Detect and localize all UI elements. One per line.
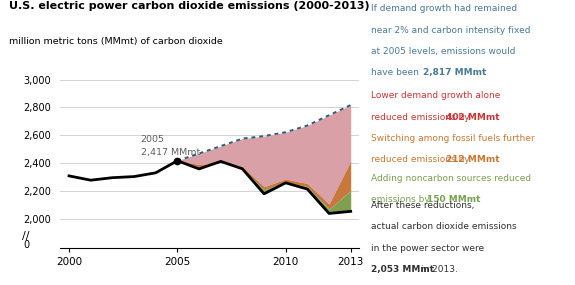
Text: If demand growth had remained: If demand growth had remained — [371, 4, 517, 13]
Text: Lower demand growth alone: Lower demand growth alone — [371, 91, 500, 100]
Text: in the power sector were: in the power sector were — [371, 244, 484, 253]
Text: emissions by: emissions by — [371, 195, 432, 204]
Text: 2,817 MMmt: 2,817 MMmt — [423, 68, 486, 78]
Text: 2005: 2005 — [140, 135, 164, 144]
Text: actual carbon dioxide emissions: actual carbon dioxide emissions — [371, 222, 516, 231]
Text: in 2013.: in 2013. — [418, 265, 458, 274]
Text: have been: have been — [371, 68, 421, 78]
Text: reduced emissions by: reduced emissions by — [371, 155, 473, 164]
Text: near 2% and carbon intensity fixed: near 2% and carbon intensity fixed — [371, 26, 530, 35]
Text: Adding noncarbon sources reduced: Adding noncarbon sources reduced — [371, 174, 531, 183]
Text: million metric tons (MMmt) of carbon dioxide: million metric tons (MMmt) of carbon dio… — [9, 37, 223, 46]
Text: 212 MMmt: 212 MMmt — [446, 155, 499, 164]
Text: 2,053 MMmt: 2,053 MMmt — [371, 265, 434, 274]
Text: reduced emissions by: reduced emissions by — [371, 113, 473, 122]
Text: 402 MMmt: 402 MMmt — [446, 113, 499, 122]
Text: U.S. electric power carbon dioxide emissions (2000-2013): U.S. electric power carbon dioxide emiss… — [9, 1, 369, 11]
Text: 0: 0 — [23, 240, 29, 250]
Text: 2,417 MMmt: 2,417 MMmt — [140, 148, 200, 158]
Text: 150 MMmt: 150 MMmt — [427, 195, 481, 204]
Text: //: // — [22, 231, 30, 241]
Text: at 2005 levels, emissions would: at 2005 levels, emissions would — [371, 47, 515, 56]
Text: After these reductions,: After these reductions, — [371, 201, 474, 210]
Text: Switching among fossil fuels further: Switching among fossil fuels further — [371, 134, 535, 143]
